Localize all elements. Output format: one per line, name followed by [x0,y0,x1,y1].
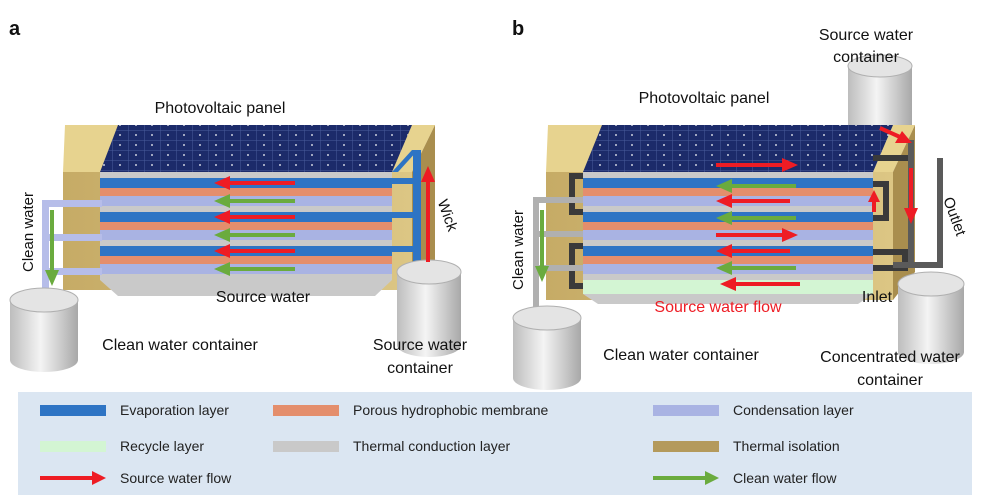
legend-clean-flow: Clean water flow [653,470,837,486]
panel-b-letter: b [512,18,524,40]
source-water-container-b [847,54,913,139]
legend-isolation-label: Thermal isolation [733,438,840,454]
source-flow-arrow-icon [40,471,106,485]
source-water-label-a: Source water [216,289,311,306]
clean-water-label-a: Clean water [20,192,37,272]
photovoltaic-panel-b [583,125,893,172]
source-container-label-a-2: container [387,360,453,377]
legend-source-flow: Source water flow [40,470,231,486]
clean-container-label-a: Clean water container [102,337,258,354]
concentrated-water-container-b [897,271,965,364]
inlet-label: Inlet [862,289,893,306]
source-flow-arrows-a [214,166,435,262]
conduction-swatch [273,440,339,452]
source-water-container-a [396,259,462,357]
recycle-swatch [40,440,106,452]
wick-top [392,150,418,172]
clean-flow-arrow-icon [653,471,719,485]
conc-container-label-b-2: container [857,372,923,389]
legend-evaporation: Evaporation layer [40,402,229,418]
photovoltaic-panel [100,125,412,172]
panel-a: a Photovoltaic panel Clean water Wick So… [9,18,468,377]
clean-water-container-b [512,305,582,390]
legend-conduction: Thermal conduction layer [273,438,510,454]
wick-label: Wick [434,197,461,234]
legend-source-flow-label: Source water flow [120,470,232,486]
panel-a-letter: a [9,18,21,40]
clean-container-label-b: Clean water container [603,347,759,364]
clean-water-pipes-a [42,200,102,292]
isolation-swatch [653,440,719,452]
legend-condensation-label: Condensation layer [733,402,854,418]
legend: Evaporation layer Porous hydrophobic mem… [18,392,972,495]
legend-recycle-label: Recycle layer [120,438,205,454]
pv-label-a: Photovoltaic panel [155,100,286,117]
legend-membrane-label: Porous hydrophobic membrane [353,402,549,418]
source-container-label-b-1: Source water [819,27,914,44]
legend-evaporation-label: Evaporation layer [120,402,229,418]
panel-b: b Photovoltaic panel Source water contai… [510,18,969,390]
legend-conduction-label: Thermal conduction layer [353,438,511,454]
clean-water-pipes-b [533,197,583,307]
legend-membrane: Porous hydrophobic membrane [273,402,548,418]
pv-label-b: Photovoltaic panel [639,90,770,107]
membrane-swatch [273,404,339,416]
source-flow-label-b: Source water flow [654,299,782,316]
source-container-label-b-2: container [833,49,899,66]
wick [413,150,421,270]
clean-water-label-b: Clean water [510,210,527,290]
source-container-label-a-1: Source water [373,337,468,354]
legend-clean-flow-label: Clean water flow [733,470,837,486]
conc-container-label-b-1: Concentrated water [820,349,960,366]
legend-recycle: Recycle layer [40,438,204,454]
condensation-swatch [653,404,719,416]
clean-flow-arrows-b [535,179,796,282]
legend-condensation: Condensation layer [653,402,854,418]
legend-isolation: Thermal isolation [653,438,840,454]
clean-water-container-a [9,287,79,372]
source-flow-arrows-b [716,126,918,291]
clean-flow-arrows-a [45,194,295,286]
outlet-label: Outlet [939,195,969,239]
evaporation-swatch [40,404,106,416]
